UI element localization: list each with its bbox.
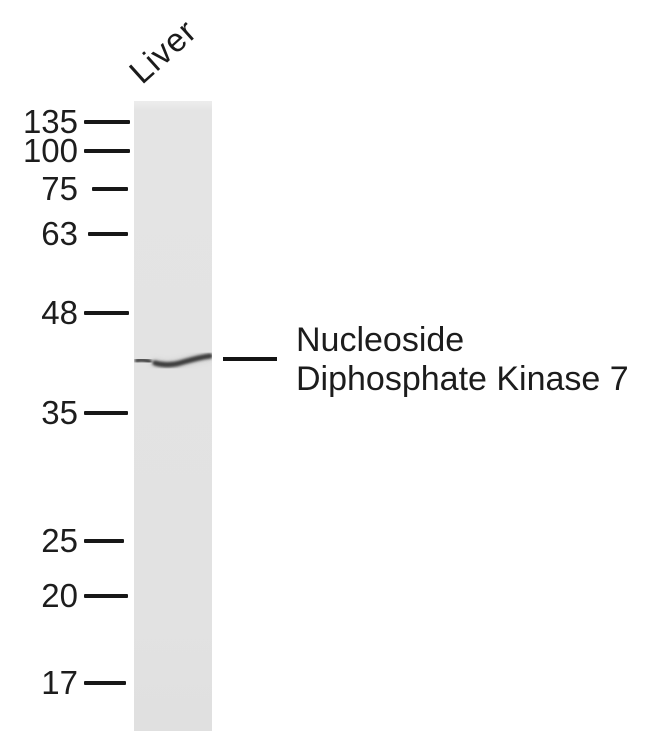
mw-marker-tick — [84, 681, 126, 685]
mw-marker-tick — [84, 594, 128, 598]
band-annotation-line2: Diphosphate Kinase 7 — [296, 360, 629, 398]
mw-marker-row: 135 — [8, 102, 130, 142]
mw-marker-row: 25 — [8, 521, 124, 561]
mw-marker-tick — [84, 411, 128, 415]
mw-marker-row: 100 — [8, 131, 130, 171]
mw-marker-value: 63 — [41, 215, 78, 252]
mw-marker-tick — [88, 232, 128, 236]
mw-marker-value: 135 — [22, 103, 78, 140]
band-annotation-line1: Nucleoside — [296, 321, 465, 359]
mw-marker-row: 35 — [8, 393, 128, 433]
lane-label: Liver — [121, 11, 204, 91]
mw-marker-tick — [84, 311, 129, 315]
band-segment-main — [152, 353, 212, 368]
mw-marker-value: 25 — [41, 522, 78, 559]
mw-marker-tick — [84, 149, 130, 153]
mw-marker-tick — [84, 539, 124, 543]
mw-marker-row: 17 — [8, 663, 126, 703]
mw-marker-value: 17 — [41, 664, 78, 701]
mw-marker-value: 48 — [41, 294, 78, 331]
mw-marker-row: 20 — [8, 576, 128, 616]
mw-marker-row: 75 — [8, 169, 128, 209]
band-annotation: Nucleoside Diphosphate Kinase 7 — [296, 321, 629, 399]
band-pointer-line — [223, 357, 277, 361]
mw-marker-value: 35 — [41, 394, 78, 431]
blot-lane — [134, 101, 212, 731]
mw-marker-tick — [84, 120, 130, 124]
band-segment-left — [134, 357, 152, 364]
mw-marker-tick — [92, 187, 128, 191]
protein-band-image — [134, 352, 212, 369]
mw-marker-value: 100 — [22, 132, 78, 169]
mw-marker-row: 63 — [8, 214, 128, 254]
mw-marker-row: 48 — [8, 293, 129, 333]
mw-marker-value: 75 — [41, 170, 78, 207]
mw-marker-value: 20 — [41, 577, 78, 614]
